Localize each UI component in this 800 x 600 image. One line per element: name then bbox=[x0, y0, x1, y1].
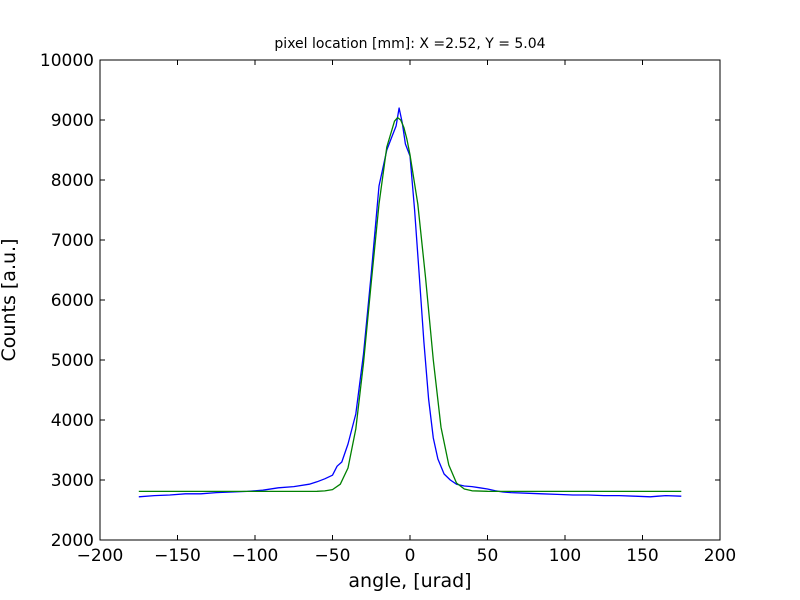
y-tick-label: 9000 bbox=[51, 111, 94, 131]
y-axis-label: Counts [a.u.] bbox=[0, 239, 20, 362]
series-line-2 bbox=[138, 116, 682, 493]
x-tick-label: −50 bbox=[315, 546, 351, 566]
y-tick-label: 6000 bbox=[51, 291, 94, 311]
y-tick-label: 3000 bbox=[51, 471, 94, 491]
x-axis-label: angle, [urad] bbox=[348, 570, 471, 592]
tick-layer: −200 −150 −100 −50 0 50 100 150 200 2000 3000 4000 5… bbox=[40, 51, 736, 566]
y-tick-label: 7000 bbox=[51, 231, 94, 251]
x-tick-label: 0 bbox=[405, 546, 416, 566]
chart-title: pixel location [mm]: X =2.52, Y = 5.04 bbox=[274, 36, 545, 52]
x-tick-label: 200 bbox=[704, 546, 736, 566]
x-tick-label: 50 bbox=[477, 546, 499, 566]
y-tick-label: 2000 bbox=[51, 531, 94, 551]
x-tick-label: −150 bbox=[154, 546, 201, 566]
y-tick-label: 4000 bbox=[51, 411, 94, 431]
x-tick-label: −100 bbox=[232, 546, 279, 566]
x-tick-label: −200 bbox=[77, 546, 124, 566]
x-tick-label: 150 bbox=[626, 546, 658, 566]
y-tick-label: 10000 bbox=[40, 51, 94, 71]
y-tick-label: 5000 bbox=[51, 351, 94, 371]
y-tick-label: 8000 bbox=[51, 171, 94, 191]
x-tick-label: 100 bbox=[549, 546, 581, 566]
series-layer bbox=[138, 107, 682, 498]
